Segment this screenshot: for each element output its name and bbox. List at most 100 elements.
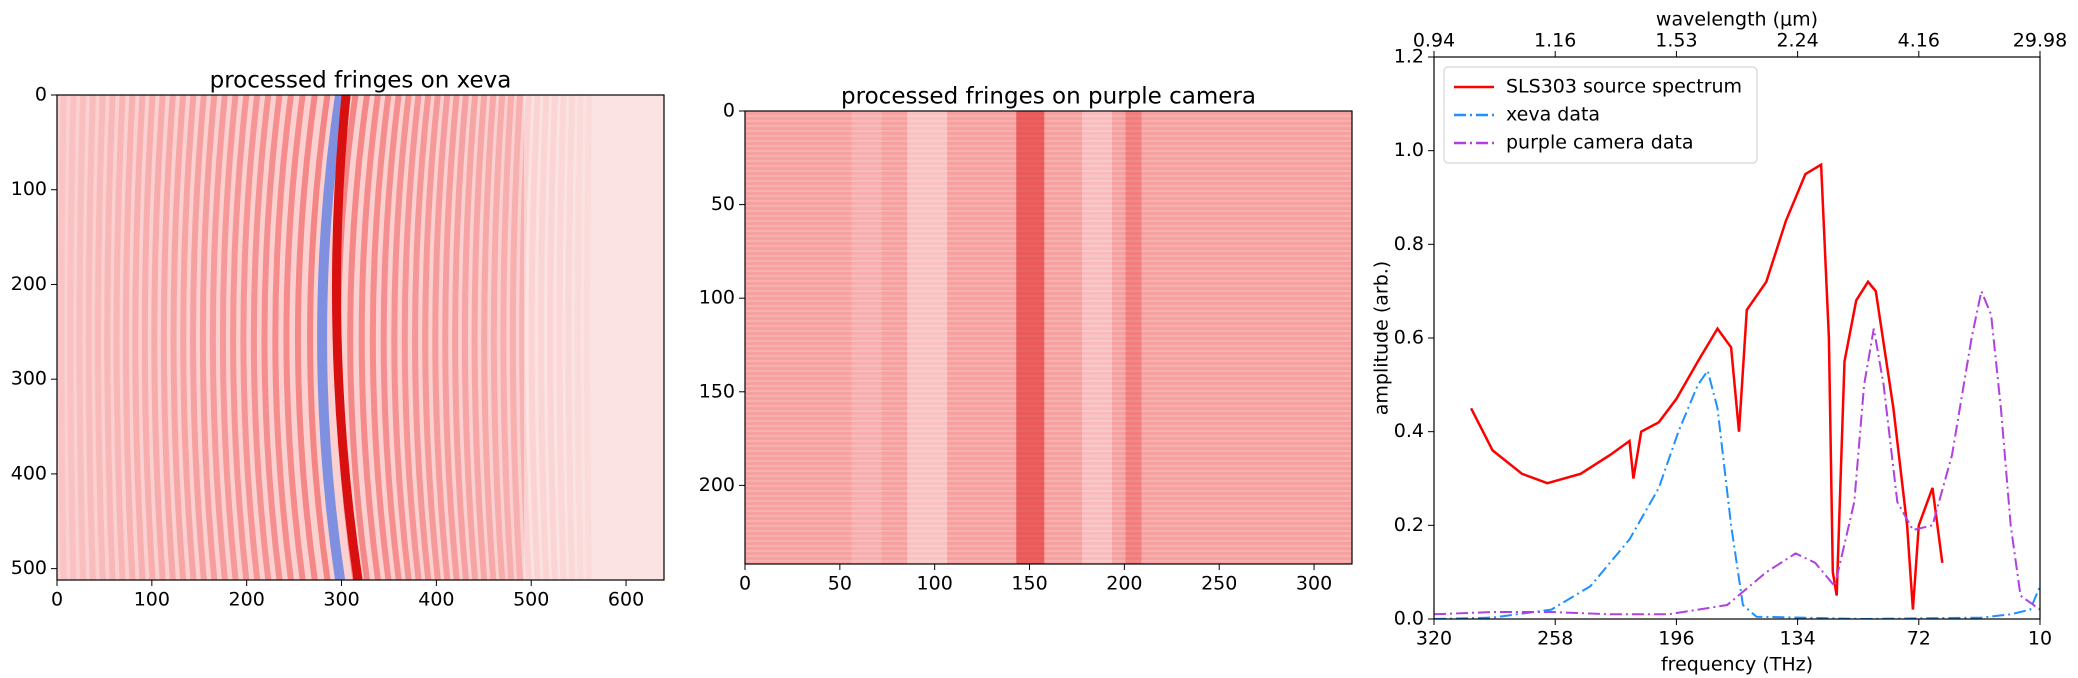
y-tick-label: 0.6 bbox=[1394, 327, 1424, 349]
fringe bbox=[391, 95, 412, 580]
x-tick-label: 400 bbox=[418, 589, 454, 611]
y-tick-label: 400 bbox=[11, 462, 47, 484]
x-tick-label: 150 bbox=[1011, 573, 1047, 595]
fringe bbox=[199, 95, 218, 580]
fringe bbox=[422, 95, 441, 580]
x-tick-label: 50 bbox=[828, 573, 852, 595]
fringe bbox=[307, 95, 331, 580]
fringe bbox=[481, 95, 497, 580]
legend-label: SLS303 source spectrum bbox=[1506, 76, 1742, 98]
y-tick-label: 500 bbox=[11, 557, 47, 579]
fringe bbox=[209, 95, 228, 580]
legend-box bbox=[1443, 66, 1758, 164]
series-line bbox=[1434, 287, 2040, 616]
x-tick-label: 0 bbox=[51, 589, 63, 611]
y-tick-label: 0.0 bbox=[1394, 608, 1424, 630]
fringe bbox=[230, 95, 250, 580]
x-tick-label: 0 bbox=[739, 573, 751, 595]
y-tick-label: 150 bbox=[699, 380, 735, 402]
fringe bbox=[240, 95, 261, 580]
y-tick-label: 0.4 bbox=[1394, 420, 1424, 442]
fringe bbox=[401, 95, 422, 580]
legend-label: purple camera data bbox=[1506, 132, 1694, 154]
fringe bbox=[500, 95, 515, 580]
chart-title: processed fringes on xeva bbox=[210, 68, 512, 94]
x-tick-label: 500 bbox=[513, 589, 549, 611]
x-tick-label: 600 bbox=[608, 589, 644, 611]
fringe bbox=[432, 95, 451, 580]
fringe bbox=[907, 111, 948, 564]
fringe bbox=[122, 95, 136, 580]
fringe bbox=[180, 95, 197, 580]
fringe bbox=[471, 95, 488, 580]
fringe bbox=[461, 95, 479, 580]
x-tick-label: 320 bbox=[1416, 628, 1452, 650]
fringe bbox=[556, 95, 567, 580]
fringe bbox=[272, 95, 294, 580]
y-tick-label: 300 bbox=[11, 368, 47, 390]
fringe bbox=[250, 95, 272, 580]
series-line bbox=[1434, 368, 2040, 619]
fringe bbox=[76, 95, 87, 580]
fringe-image bbox=[57, 95, 664, 580]
fringe bbox=[294, 95, 318, 580]
fringe bbox=[113, 95, 126, 580]
fringe bbox=[547, 95, 558, 580]
y-tick-label: 0.8 bbox=[1394, 233, 1424, 255]
x2-tick-label: 2.24 bbox=[1776, 30, 1818, 52]
fringe bbox=[1125, 111, 1142, 564]
x-tick-label: 134 bbox=[1779, 628, 1815, 650]
plot-area bbox=[1434, 162, 2040, 619]
fringe bbox=[67, 95, 77, 580]
fringe bbox=[452, 95, 469, 580]
x2-tick-label: 1.16 bbox=[1534, 30, 1576, 52]
legend-label: xeva data bbox=[1506, 104, 1600, 126]
x-tick-label: 258 bbox=[1537, 628, 1573, 650]
x-tick-label: 250 bbox=[1201, 573, 1237, 595]
fringe bbox=[358, 95, 381, 580]
fringe bbox=[141, 95, 156, 580]
chart-title: processed fringes on purple camera bbox=[841, 84, 1256, 110]
fringe bbox=[380, 95, 402, 580]
fringe bbox=[565, 95, 576, 580]
x-tick-label: 300 bbox=[1296, 573, 1332, 595]
x2-tick-label: 1.53 bbox=[1655, 30, 1697, 52]
axes-frame bbox=[1433, 56, 2041, 620]
fringe bbox=[574, 95, 584, 580]
fringe bbox=[583, 95, 593, 580]
fringe bbox=[317, 95, 346, 580]
x2-axis-label: wavelength (μm) bbox=[1656, 9, 1818, 31]
fringe bbox=[283, 95, 306, 580]
x-tick-label: 300 bbox=[323, 589, 359, 611]
x-tick-label: 196 bbox=[1658, 628, 1694, 650]
x-tick-label: 100 bbox=[134, 589, 170, 611]
y-tick-label: 0 bbox=[35, 84, 47, 106]
fringe bbox=[331, 95, 363, 580]
fringe bbox=[369, 95, 392, 580]
fringe bbox=[58, 95, 67, 580]
fringe bbox=[160, 95, 176, 580]
y-tick-label: 100 bbox=[699, 287, 735, 309]
y-tick-label: 1.0 bbox=[1394, 139, 1424, 161]
fringe bbox=[1082, 111, 1113, 564]
fringe bbox=[537, 95, 550, 580]
y-tick-label: 0 bbox=[723, 100, 735, 122]
fringe bbox=[490, 95, 506, 580]
fringe bbox=[519, 95, 532, 580]
x-tick-label: 10 bbox=[2028, 628, 2052, 650]
fringe bbox=[94, 95, 106, 580]
fringe bbox=[347, 95, 370, 580]
fringe bbox=[151, 95, 166, 580]
image-fade bbox=[524, 95, 664, 580]
x-axis-label: frequency (THz) bbox=[1661, 654, 1813, 676]
x-tick-label: 100 bbox=[917, 573, 953, 595]
y-tick-label: 100 bbox=[11, 178, 47, 200]
fringe bbox=[1016, 111, 1045, 564]
fringe bbox=[412, 95, 432, 580]
fringe bbox=[85, 95, 96, 580]
y-tick-label: 200 bbox=[699, 474, 735, 496]
fringe bbox=[132, 95, 146, 580]
y-tick-label: 1.2 bbox=[1394, 46, 1424, 68]
fringe-image bbox=[745, 111, 1352, 564]
